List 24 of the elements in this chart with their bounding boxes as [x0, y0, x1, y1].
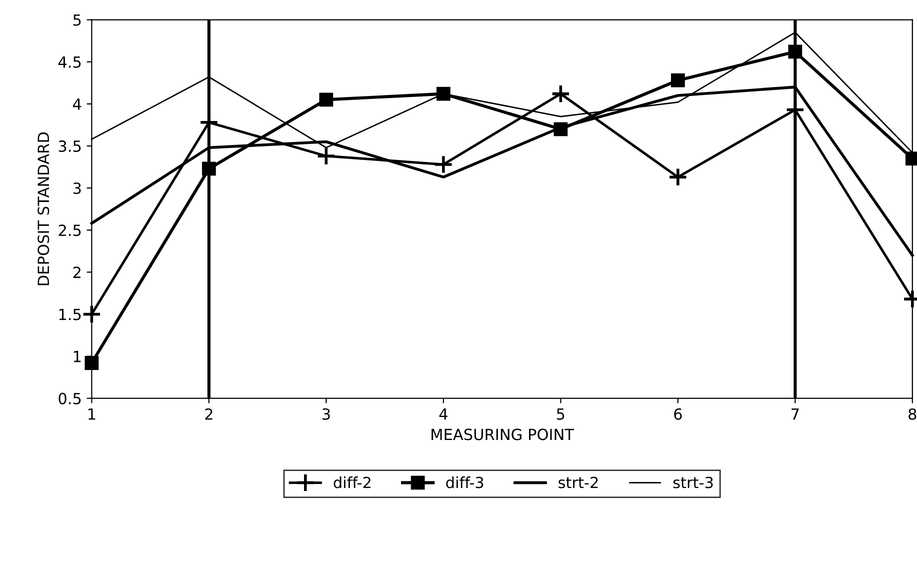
- legend-label: diff-2: [334, 476, 370, 488]
- y-tick-label: 3: [73, 182, 81, 194]
- legend-label: strt-3: [673, 476, 713, 488]
- y-tick-label: 2.5: [58, 224, 81, 236]
- x-tick-label: 7: [792, 408, 799, 420]
- y-tick-label: 1: [74, 350, 81, 362]
- x-axis-title: MEASURING POINT: [432, 428, 574, 440]
- y-tick-label: 0.5: [58, 392, 81, 404]
- x-tick-label: 3: [322, 408, 330, 420]
- y-tick-label: 4.5: [58, 56, 81, 68]
- y-tick-label: 5: [73, 14, 81, 26]
- x-tick-label: 5: [557, 408, 564, 420]
- y-tick-label: 4: [73, 98, 82, 110]
- x-tick-label: 2: [205, 408, 212, 420]
- legend-label: strt-2: [558, 476, 598, 488]
- y-axis-title: DEPOSIT STANDARD: [38, 132, 50, 286]
- x-tick-label: 8: [908, 408, 916, 420]
- y-tick-label: 1.5: [59, 308, 81, 320]
- y-tick-label: 2: [73, 266, 80, 278]
- x-tick-label: 6: [674, 408, 682, 420]
- x-tick-label: 4: [439, 408, 448, 420]
- legend-label: diff-3: [446, 476, 484, 488]
- x-tick-label: 1: [88, 408, 96, 420]
- y-tick-label: 3.5: [58, 140, 81, 152]
